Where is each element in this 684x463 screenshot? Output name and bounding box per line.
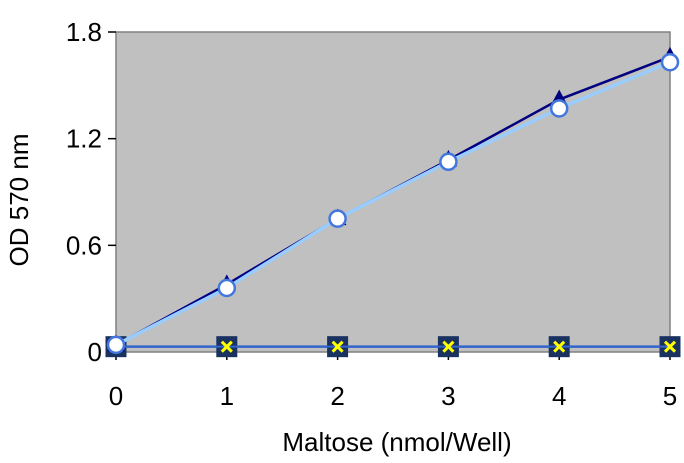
- series-x: [109, 340, 677, 353]
- series-layer: [105, 46, 681, 358]
- x-axis-title: Maltose (nmol/Well): [282, 427, 511, 457]
- data-point-x: [663, 340, 677, 353]
- y-tick-label: 1.8: [66, 17, 102, 47]
- data-point-circle: [439, 152, 458, 172]
- x-axis: 0 1 2 3 4 5: [109, 352, 677, 411]
- x-tick-label: 2: [330, 381, 344, 411]
- y-tick-label: 1.2: [66, 124, 102, 154]
- y-axis: 0 0.6 1.2 1.8: [66, 17, 116, 367]
- data-point-circle: [328, 209, 347, 228]
- x-tick-label: 1: [220, 381, 234, 411]
- data-point-circle: [217, 278, 237, 298]
- x-marker-stroke: [553, 340, 566, 353]
- data-point-circle: [660, 52, 680, 72]
- series-line: [115, 60, 671, 347]
- x-tick-label: 3: [441, 381, 455, 411]
- x-tick-label: 0: [109, 381, 123, 411]
- x-tick-label: 5: [663, 381, 677, 411]
- x-marker-stroke: [442, 340, 455, 353]
- x-marker-stroke: [220, 340, 233, 353]
- x-tick-label: 4: [552, 381, 566, 411]
- y-tick-label: 0.6: [66, 230, 102, 260]
- data-point-x: [442, 340, 455, 353]
- data-point-x: [553, 340, 566, 353]
- data-point-x: [220, 340, 233, 353]
- series-circle: [106, 52, 680, 355]
- y-axis-title: OD 570 nm: [4, 134, 34, 267]
- x-marker-stroke: [663, 340, 677, 353]
- x-marker-stroke: [331, 340, 344, 353]
- data-point-circle: [106, 335, 126, 355]
- y-tick-label: 0: [88, 337, 102, 367]
- data-point-x: [331, 340, 344, 353]
- data-point-circle: [549, 99, 569, 118]
